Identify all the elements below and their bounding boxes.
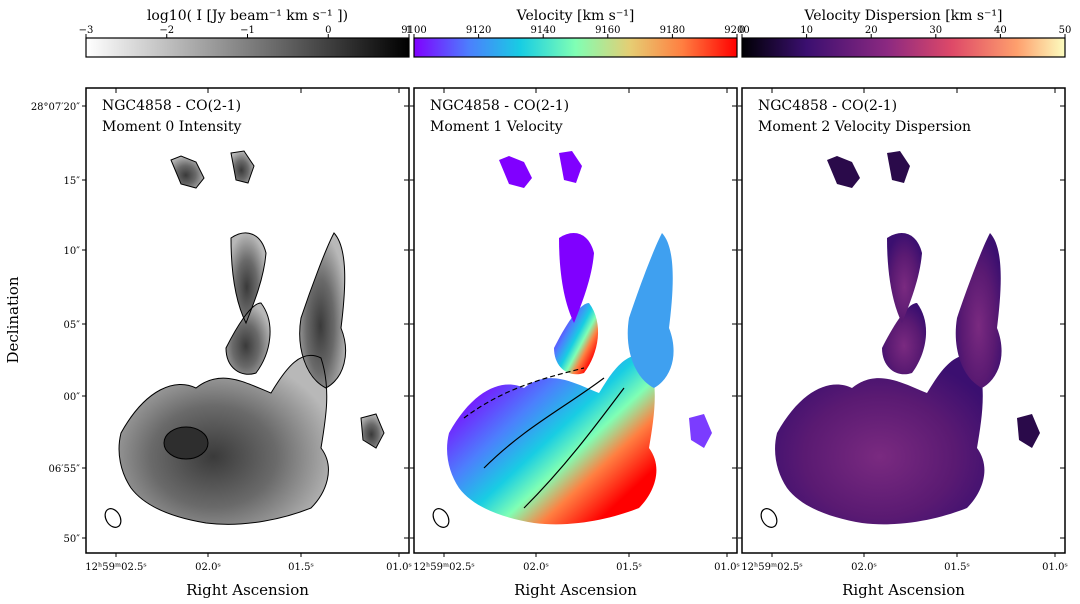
- x-tick-label: 01.5ˢ: [288, 562, 314, 573]
- x-axis-label: Right Ascension: [842, 581, 965, 599]
- intensity-contour: [360, 413, 385, 449]
- panel-subtitle: Moment 0 Intensity: [102, 119, 242, 135]
- emission-region: [361, 414, 384, 448]
- intensity-contour: [230, 232, 267, 325]
- panel-object-label: NGC4858 - CO(2-1): [758, 98, 897, 114]
- colorbar-tick-label: 9160: [595, 25, 620, 36]
- emission-region: [882, 303, 927, 375]
- colorbar-tick-label: 0: [739, 25, 745, 36]
- emission-region: [559, 233, 594, 323]
- x-tick-label: 01.5ˢ: [944, 562, 970, 573]
- emission-map-1: [447, 151, 712, 525]
- velocity-contour: [483, 377, 605, 469]
- emission-map-0: [118, 150, 385, 525]
- intensity-contour: [163, 426, 209, 460]
- emission-region: [775, 355, 985, 525]
- emission-region: [119, 355, 329, 525]
- emission-region: [887, 151, 910, 183]
- intensity-contour: [299, 232, 347, 389]
- emission-region: [231, 233, 266, 323]
- emission-region: [299, 233, 346, 388]
- colorbar-tick-label: 0: [325, 25, 331, 36]
- x-tick-label: 01.0ˢ: [386, 562, 412, 573]
- emission-region: [1017, 414, 1040, 448]
- emission-region: [827, 156, 860, 188]
- colorbar-tick-label: 20: [865, 25, 878, 36]
- y-tick-label: 15″: [64, 176, 81, 187]
- panel-subtitle: Moment 1 Velocity: [430, 119, 563, 135]
- panel-object-label: NGC4858 - CO(2-1): [430, 98, 569, 114]
- colorbar-tick-label: 30: [929, 25, 942, 36]
- emission-region: [554, 303, 599, 375]
- colorbar-tick-label: 40: [994, 25, 1007, 36]
- y-tick-label: 05″: [64, 320, 81, 331]
- emission-region: [689, 414, 712, 448]
- x-tick-label: 02.0ˢ: [523, 562, 549, 573]
- x-axis-label: Right Ascension: [186, 581, 309, 599]
- emission-region: [447, 355, 657, 525]
- panel-2: NGC4858 - CO(2-1) Moment 2 Velocity Dispe…: [738, 87, 1068, 599]
- beam-ellipse: [104, 508, 122, 528]
- x-tick-label: 12ʰ59ᵐ02.5ˢ: [741, 562, 803, 573]
- emission-region: [231, 151, 254, 183]
- emission-region: [559, 151, 582, 183]
- intensity-contour: [170, 155, 205, 189]
- emission-region: [171, 156, 204, 188]
- x-tick-label: 02.0ˢ: [851, 562, 877, 573]
- colorbar-label-2: Velocity Dispersion [km s⁻¹]: [803, 8, 1002, 24]
- y-axis-label: Declination: [4, 276, 22, 363]
- y-tick-label: 28°07′20″: [31, 102, 80, 113]
- intensity-contour: [225, 302, 271, 375]
- panel-1: NGC4858 - CO(2-1) Moment 1 Velocity 12ʰ59ᵐ…: [410, 87, 740, 599]
- intensity-contour: [230, 150, 255, 184]
- colorbar-tick-label: −2: [159, 25, 174, 36]
- colorbar-tick-label: −3: [79, 25, 94, 36]
- colorbar-label-1: Velocity [km s⁻¹]: [516, 8, 635, 24]
- y-tick-label: 06′55″: [49, 464, 81, 475]
- velocity-contour: [523, 387, 625, 509]
- colorbar-tick-label: 9200: [724, 25, 749, 36]
- emission-region: [226, 303, 271, 375]
- y-tick-label: 00″: [64, 392, 81, 403]
- panel-frame: [741, 87, 1066, 554]
- emission-region: [955, 233, 1002, 388]
- colorbar-tick-label: 9100: [401, 25, 426, 36]
- panel-frame: [413, 87, 738, 554]
- colorbar-tick-label: 50: [1059, 25, 1072, 36]
- y-tick-label: 10″: [64, 246, 81, 257]
- beam-ellipse: [760, 508, 778, 528]
- x-tick-label: 01.0ˢ: [714, 562, 740, 573]
- x-tick-label: 02.0ˢ: [195, 562, 221, 573]
- colorbar-label-0: log10( I [Jy beam⁻¹ km s⁻¹ ]): [147, 8, 348, 24]
- emission-region: [627, 233, 674, 388]
- panel-frame: [85, 87, 410, 554]
- emission-map-2: [775, 151, 1040, 525]
- colorbar-tick-label: 9140: [530, 25, 555, 36]
- x-tick-label: 12ʰ59ᵐ02.5ˢ: [85, 562, 147, 573]
- colorbar-1: [413, 37, 738, 58]
- intensity-contour: [118, 355, 329, 525]
- colorbar-0: [85, 37, 410, 58]
- panel-subtitle: Moment 2 Velocity Dispersion: [758, 119, 971, 135]
- panel-object-label: NGC4858 - CO(2-1): [102, 98, 241, 114]
- x-tick-label: 01.5ˢ: [616, 562, 642, 573]
- y-tick-label: 50″: [64, 534, 81, 545]
- colorbar-tick-label: 9180: [660, 25, 685, 36]
- x-tick-label: 01.0ˢ: [1042, 562, 1068, 573]
- colorbar-2: [741, 37, 1066, 58]
- x-tick-label: 12ʰ59ᵐ02.5ˢ: [413, 562, 475, 573]
- emission-region: [887, 233, 922, 323]
- beam-ellipse: [432, 508, 450, 528]
- x-axis-label: Right Ascension: [514, 581, 637, 599]
- panel-0: NGC4858 - CO(2-1) Moment 0 Intensity 28°07…: [31, 87, 412, 599]
- colorbar-tick-label: 10: [800, 25, 813, 36]
- velocity-contour: [463, 367, 585, 419]
- colorbar-tick-label: 9120: [466, 25, 491, 36]
- colorbar-tick-label: −1: [240, 25, 255, 36]
- colorbar-tick-label: 1: [406, 25, 412, 36]
- emission-region: [499, 156, 532, 188]
